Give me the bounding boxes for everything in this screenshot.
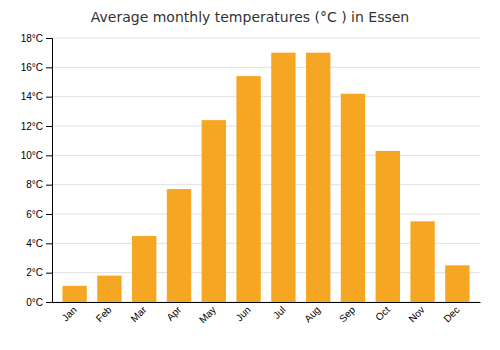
tick-label: 12°C — [21, 121, 43, 132]
tick-mark — [46, 273, 52, 274]
tick-label: 10°C — [21, 150, 43, 161]
tick-label: 2°C — [26, 267, 43, 278]
tick: Jan — [60, 304, 79, 323]
tick: 10°C — [21, 150, 52, 161]
tick: Feb — [94, 304, 114, 324]
tick-label: Jun — [234, 304, 253, 323]
tick-label: Dec — [441, 304, 461, 324]
tick-label: May — [197, 304, 218, 325]
bar — [167, 189, 191, 302]
grid-line — [52, 126, 480, 127]
x-axis: Jan Feb Mar Apr May Jun Jul Aug Sep Oct Nov Dec — [53, 303, 481, 326]
tick-label: 8°C — [26, 179, 43, 190]
tick: Nov — [406, 304, 426, 324]
tick: Mar — [128, 304, 148, 324]
bar — [376, 151, 400, 302]
tick-label: Jul — [271, 304, 288, 321]
tick-label: Sep — [337, 304, 358, 325]
tick-label: Feb — [94, 304, 114, 324]
tick: 6°C — [26, 209, 52, 220]
tick: Dec — [441, 304, 461, 324]
grid-line — [52, 67, 480, 68]
tick-mark — [46, 67, 52, 68]
bar — [62, 286, 86, 302]
tick: 14°C — [21, 91, 52, 102]
bar — [445, 265, 469, 302]
tick: 2°C — [26, 267, 52, 278]
tick-label: 16°C — [21, 62, 43, 73]
bar — [341, 94, 365, 302]
tick-mark — [46, 97, 52, 98]
plot: 0°C 2°C 4°C 6°C 8°C 10°C 12°C 14°C 16°C 18°C Jan Fe… — [21, 33, 481, 326]
tick-mark — [46, 214, 52, 215]
chart: Average monthly temperatures (°C ) in Es… — [0, 0, 500, 350]
tick-label: 4°C — [26, 238, 43, 249]
tick: Aug — [302, 304, 322, 324]
grid-line — [52, 155, 480, 156]
axis-line — [53, 302, 481, 303]
bar — [271, 53, 295, 302]
tick: 4°C — [26, 238, 52, 249]
grid-line — [52, 96, 480, 97]
bar — [97, 276, 121, 302]
bar — [236, 76, 260, 302]
bar — [410, 221, 434, 302]
tick-label: Jan — [60, 304, 79, 323]
tick: Oct — [373, 304, 392, 323]
tick: Jun — [234, 304, 253, 323]
bar — [132, 236, 156, 302]
title: Average monthly temperatures (°C ) in Es… — [91, 9, 409, 25]
tick-label: 14°C — [21, 91, 43, 102]
tick: May — [197, 304, 218, 325]
tick-mark — [46, 302, 52, 303]
tick-label: Oct — [373, 304, 392, 323]
tick-label: 18°C — [21, 33, 43, 44]
tick: Apr — [164, 304, 183, 323]
grid-line — [52, 38, 480, 39]
grid-line — [52, 214, 480, 215]
tick-label: Aug — [302, 304, 322, 324]
bar — [306, 53, 330, 302]
tick: 0°C — [26, 297, 52, 308]
tick-mark — [46, 38, 52, 39]
tick: Jul — [271, 304, 288, 321]
tick-mark — [46, 185, 52, 186]
tick: 18°C — [21, 33, 52, 44]
tick-label: Nov — [406, 304, 426, 324]
tick: Sep — [337, 304, 358, 325]
tick-label: 6°C — [26, 209, 43, 220]
bar — [202, 120, 226, 302]
tick: 16°C — [21, 62, 52, 73]
tick-label: Mar — [128, 304, 148, 324]
tick: 8°C — [26, 179, 52, 190]
tick-mark — [46, 155, 52, 156]
bars — [62, 53, 469, 302]
y-axis: 0°C 2°C 4°C 6°C 8°C 10°C 12°C 14°C 16°C 18°C — [21, 33, 53, 308]
tick-mark — [46, 243, 52, 244]
tick-label: Apr — [164, 304, 183, 323]
tick-mark — [46, 126, 52, 127]
tick-label: 0°C — [26, 297, 43, 308]
grid-line — [52, 184, 480, 185]
grid — [52, 38, 480, 302]
tick: 12°C — [21, 121, 52, 132]
axis-line — [46, 39, 53, 303]
